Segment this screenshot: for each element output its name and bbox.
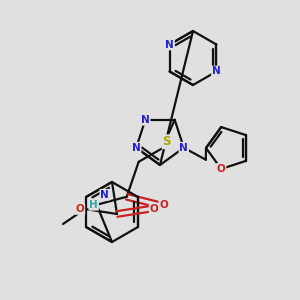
Text: N: N — [179, 143, 188, 153]
Text: O: O — [76, 204, 84, 214]
Text: N: N — [132, 143, 141, 153]
Text: N: N — [100, 190, 109, 200]
Text: O: O — [159, 200, 168, 210]
Text: S: S — [162, 135, 171, 148]
Text: O: O — [217, 164, 226, 174]
Text: O: O — [150, 204, 158, 214]
Text: H: H — [89, 200, 98, 210]
Text: N: N — [165, 40, 174, 50]
Text: N: N — [212, 67, 221, 76]
Text: N: N — [141, 115, 150, 125]
